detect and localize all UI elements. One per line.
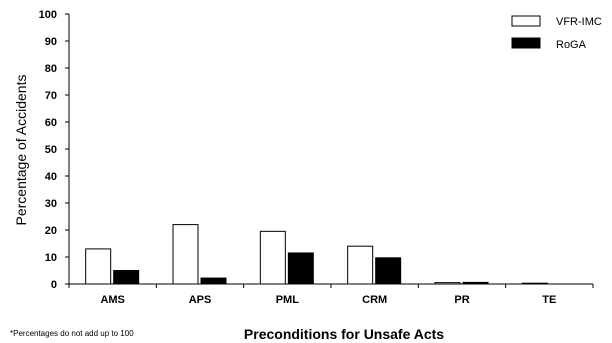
legend: VFR-IMC RoGA — [511, 15, 602, 51]
y-tick-label: 50 — [45, 144, 57, 156]
y-tick-label: 20 — [45, 225, 57, 237]
x-axis-categories: AMS APS PML CRM PR TE — [68, 284, 594, 306]
x-category-label: PML — [276, 294, 300, 306]
bar-vfr-imc-crm — [347, 245, 374, 285]
bar-roga-aps — [200, 277, 227, 285]
x-category-label: TE — [542, 294, 556, 306]
bar-vfr-imc-ams — [85, 248, 112, 285]
y-axis-ticks: 0 10 20 30 40 50 60 70 80 90 100 — [39, 9, 69, 291]
bar-vfr-imc-pml — [259, 230, 286, 285]
legend-swatch-vfr-imc — [511, 15, 541, 27]
x-category-label: CRM — [362, 294, 387, 306]
bar-vfr-imc-aps — [172, 224, 199, 285]
y-tick-label: 80 — [45, 63, 57, 75]
legend-swatch-roga — [511, 37, 541, 49]
y-axis-label: Percentage of Accidents — [13, 75, 29, 226]
y-tick-label: 70 — [45, 90, 57, 102]
x-category-label: APS — [189, 294, 212, 306]
x-category-label: PR — [454, 294, 469, 306]
legend-label-roga: RoGA — [556, 39, 587, 51]
bar-roga-crm — [375, 257, 402, 285]
y-tick-label: 10 — [45, 252, 57, 264]
y-tick-label: 40 — [45, 171, 57, 183]
y-tick-label: 60 — [45, 117, 57, 129]
x-category-label: AMS — [100, 294, 124, 306]
bars — [85, 224, 548, 285]
bar-roga-pml — [287, 252, 314, 285]
legend-label-vfr-imc: VFR-IMC — [556, 16, 602, 28]
bar-roga-ams — [113, 270, 140, 285]
y-tick-label: 90 — [45, 36, 57, 48]
y-tick-label: 30 — [45, 198, 57, 210]
x-axis-label: Preconditions for Unsafe Acts — [244, 326, 444, 342]
footnote: *Percentages do not add up to 100 — [10, 329, 134, 338]
y-tick-label: 100 — [39, 9, 57, 21]
y-tick-label: 0 — [51, 279, 57, 291]
